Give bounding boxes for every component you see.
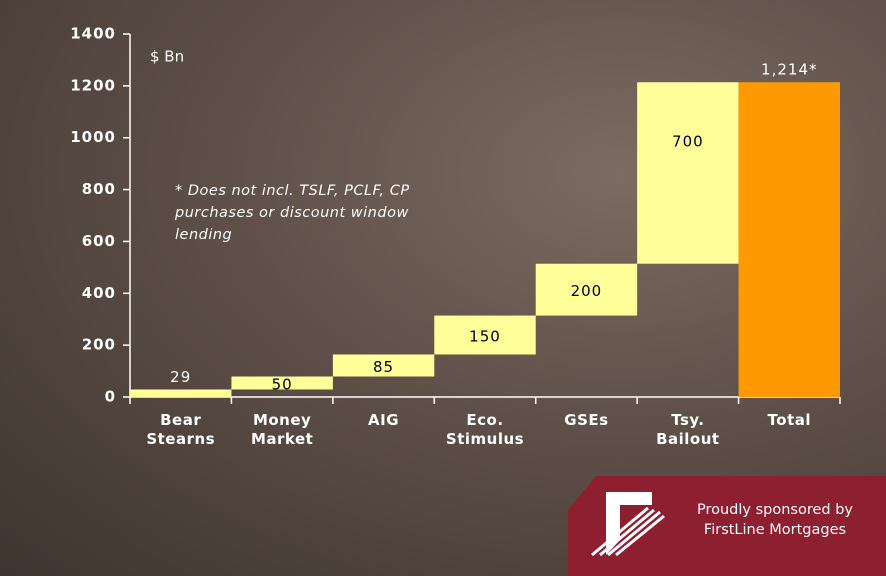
note: * Does not incl. TSLF, PCLF, CP purchase…	[175, 180, 425, 246]
unit-label: $ Bn	[150, 48, 184, 66]
sponsor-line: Proudly sponsored by	[665, 500, 885, 520]
value-label: 700	[672, 133, 704, 151]
y-tick-label: 1400	[70, 25, 116, 43]
value-label: 200	[571, 282, 603, 300]
y-tick-label: 1200	[70, 76, 116, 94]
y-tick-label: 600	[82, 232, 116, 250]
x-tick-label: Tsy. Bailout	[648, 411, 728, 449]
x-tick-label: Money Market	[242, 411, 322, 449]
value-label: 29	[170, 368, 191, 386]
y-tick-label: 1000	[70, 128, 116, 146]
page: $ Bn 0 200 400 600 800 1000 1200 1400 29 50 85 150 2…	[0, 0, 886, 576]
sponsor-line: FirstLine Mortgages	[665, 520, 885, 540]
sponsor-text: Proudly sponsored by FirstLine Mortgages	[665, 500, 885, 540]
bar	[130, 389, 231, 397]
x-tick-label: Eco. Stimulus	[445, 411, 525, 449]
x-tick-label: Bear Stearns	[141, 411, 221, 449]
value-label: 50	[272, 375, 293, 393]
y-tick-label: 800	[82, 180, 116, 198]
total-bar	[739, 82, 840, 397]
y-tick-label: 400	[82, 284, 116, 302]
value-label: 150	[469, 328, 501, 346]
y-tick-label: 200	[82, 336, 116, 354]
y-tick-label: 0	[105, 388, 116, 406]
value-label: 1,214*	[761, 61, 817, 79]
bar	[637, 82, 738, 264]
x-tick-label: Total	[749, 411, 829, 430]
value-label: 85	[373, 358, 394, 376]
x-tick-label: AIG	[344, 411, 424, 430]
chart: $ Bn 0 200 400 600 800 1000 1200 1400 29 50 85 150 2…	[0, 0, 886, 576]
x-tick-label: GSEs	[546, 411, 626, 430]
